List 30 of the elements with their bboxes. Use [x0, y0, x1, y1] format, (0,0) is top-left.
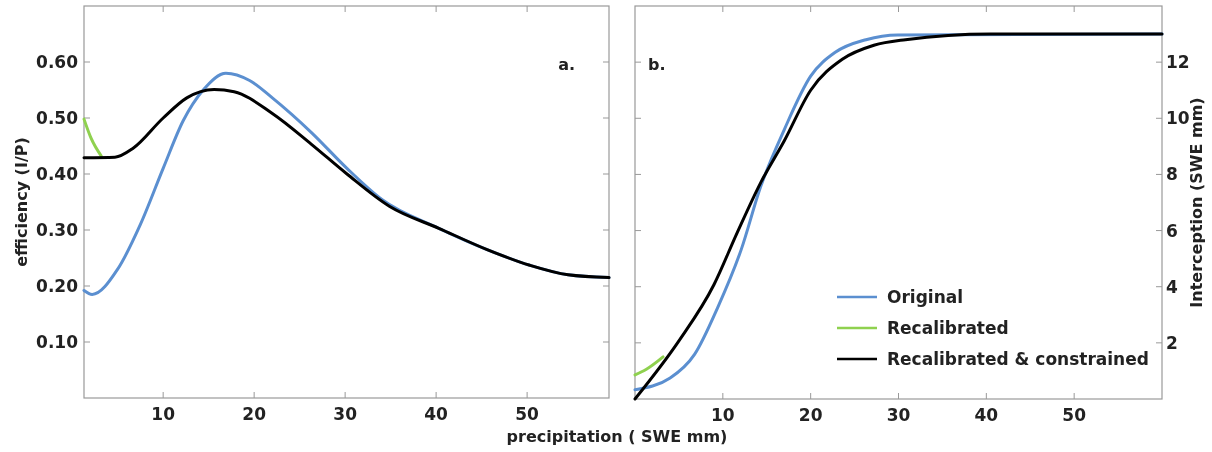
y2-axis-title: Interception (SWE mm)	[1187, 97, 1206, 308]
legend-label: Recalibrated	[887, 318, 1009, 338]
x-axis-title: precipitation ( SWE mm)	[506, 427, 728, 446]
legend-label: Original	[887, 287, 964, 307]
y2-tick-label: 2	[1166, 332, 1178, 353]
y-tick-label: 0.10	[36, 332, 79, 352]
x-tick-label: 40	[974, 405, 999, 425]
x-tick-label: 50	[515, 404, 540, 424]
y2-tick-label: 6	[1166, 220, 1178, 241]
y2-tick-label: 12	[1166, 52, 1190, 73]
x-tick-label: 40	[424, 404, 449, 424]
x-tick-label: 30	[333, 404, 358, 424]
y-tick-label: 0.20	[36, 276, 79, 296]
x-tick-label: 10	[711, 405, 735, 425]
y-tick-label: 0.30	[36, 220, 79, 240]
x-tick-label: 50	[1062, 405, 1087, 425]
annotation: a.	[558, 55, 575, 74]
y-tick-label: 0.60	[36, 52, 79, 72]
annotation: b.	[648, 55, 666, 74]
x-tick-label: 10	[151, 404, 176, 424]
y-tick-label: 0.40	[36, 164, 79, 184]
y2-tick-label: 4	[1166, 276, 1178, 297]
y2-tick-label: 10	[1166, 108, 1190, 129]
y-axis-title: efficiency (I/P)	[12, 137, 31, 267]
y2-tick-label: 8	[1166, 164, 1178, 185]
x-tick-label: 30	[886, 405, 911, 425]
x-tick-label: 20	[242, 404, 267, 424]
x-tick-label: 20	[798, 405, 823, 425]
legend-label: Recalibrated & constrained	[887, 349, 1149, 369]
y-tick-label: 0.50	[36, 108, 79, 128]
